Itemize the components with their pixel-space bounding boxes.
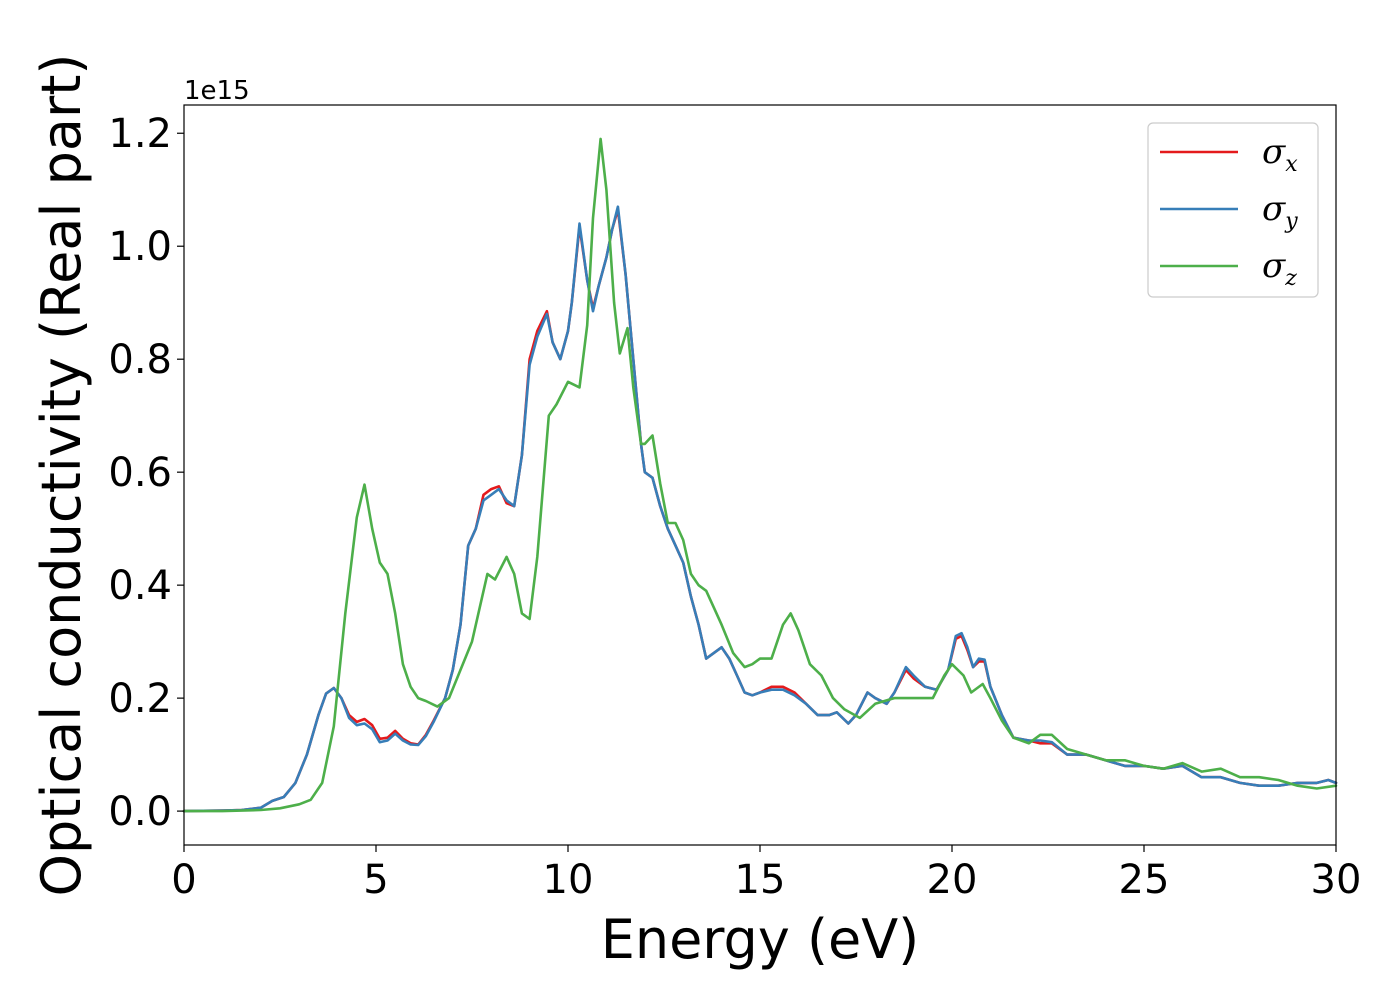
x-axis-label: Energy (eV)	[601, 908, 920, 971]
y-tick-label: 1.2	[108, 111, 172, 157]
plot-area	[184, 105, 1336, 845]
x-tick-label: 15	[735, 857, 786, 903]
x-tick-label: 10	[543, 857, 594, 903]
legend-symbol: σ	[1262, 132, 1286, 172]
legend-subscript: x	[1285, 152, 1298, 177]
y-tick-label: 0.4	[108, 563, 172, 609]
x-tick-label: 20	[927, 857, 978, 903]
legend-label-z: σz	[1262, 246, 1297, 291]
y-axis: 0.0 0.2 0.4 0.6 0.8 1.0 1.2	[108, 111, 184, 835]
y-tick-label: 0.0	[108, 789, 172, 835]
legend-symbol: σ	[1262, 189, 1286, 229]
legend-label-y: σy	[1262, 189, 1298, 234]
y-tick-label: 0.2	[108, 676, 172, 722]
x-tick-label: 0	[171, 857, 196, 903]
y-axis-label: Optical conductivity (Real part)	[30, 54, 93, 897]
x-tick-label: 5	[363, 857, 388, 903]
y-tick-label: 1.0	[108, 224, 172, 270]
legend-subscript: z	[1284, 266, 1297, 291]
legend-symbol: σ	[1262, 246, 1286, 286]
y-tick-label: 0.6	[108, 450, 172, 496]
legend-subscript: y	[1284, 209, 1298, 234]
series-line-z	[182, 137, 1338, 813]
x-tick-label: 25	[1119, 857, 1170, 903]
y-offset-label: 1e15	[184, 76, 250, 106]
y-tick-label: 0.8	[108, 337, 172, 383]
series-lines	[182, 137, 1338, 813]
x-axis: 0 5 10 15 20 25 30	[171, 845, 1361, 903]
x-tick-label: 30	[1311, 857, 1362, 903]
legend-label-x: σx	[1262, 132, 1298, 177]
